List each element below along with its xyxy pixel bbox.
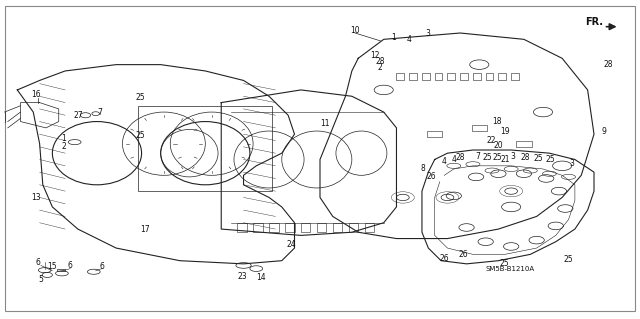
Text: 6: 6 [68, 261, 73, 270]
Bar [349, 223, 358, 232]
Text: 23: 23 [237, 272, 247, 281]
Text: 27: 27 [73, 111, 83, 120]
Text: 25: 25 [136, 93, 145, 102]
Bar [511, 73, 519, 80]
Text: 25: 25 [533, 154, 543, 163]
Text: 8: 8 [421, 165, 426, 174]
Text: 25: 25 [500, 259, 509, 268]
Bar [317, 223, 326, 232]
Text: SM5B-B1210A: SM5B-B1210A [485, 266, 534, 271]
Text: 7: 7 [98, 108, 102, 116]
Text: 26: 26 [427, 172, 436, 182]
Bar [333, 223, 342, 232]
Bar [365, 223, 374, 232]
Text: 4: 4 [451, 155, 456, 164]
Text: 20: 20 [493, 141, 503, 150]
Text: 16: 16 [31, 90, 41, 99]
Bar [422, 73, 429, 80]
Text: 14: 14 [257, 273, 266, 282]
Text: 25: 25 [564, 255, 573, 263]
Text: 1: 1 [391, 33, 396, 42]
Text: 13: 13 [31, 193, 41, 202]
Text: 9: 9 [601, 127, 606, 136]
Bar [460, 73, 468, 80]
Bar [396, 73, 404, 80]
Text: 25: 25 [482, 153, 492, 162]
Text: 26: 26 [459, 250, 468, 259]
Bar [285, 223, 294, 232]
Text: 2: 2 [61, 142, 66, 151]
Text: 25: 25 [546, 155, 556, 164]
Text: 3: 3 [570, 159, 575, 168]
Text: 6: 6 [36, 258, 41, 267]
Text: 15: 15 [47, 262, 57, 271]
Bar [499, 73, 506, 80]
Text: 25: 25 [492, 153, 502, 162]
Text: 4: 4 [407, 35, 412, 44]
Text: 18: 18 [492, 117, 502, 126]
Text: 2: 2 [378, 63, 382, 72]
Text: 4: 4 [442, 157, 447, 166]
Bar [301, 223, 310, 232]
Text: 25: 25 [136, 131, 145, 140]
Bar [269, 223, 278, 232]
Text: 10: 10 [350, 26, 360, 35]
Text: 28: 28 [604, 60, 612, 69]
Bar [486, 73, 493, 80]
Bar [253, 223, 262, 232]
Bar [409, 73, 417, 80]
Text: 6: 6 [100, 262, 104, 271]
Text: 28: 28 [456, 153, 465, 162]
Bar [427, 131, 442, 137]
Text: 28: 28 [520, 153, 530, 162]
Bar [435, 73, 442, 80]
Text: 11: 11 [321, 119, 330, 128]
Text: 3: 3 [426, 28, 431, 38]
Bar [516, 141, 532, 147]
Text: 17: 17 [140, 225, 150, 234]
Bar [447, 73, 455, 80]
Text: 7: 7 [476, 152, 481, 161]
Bar [472, 125, 487, 131]
Bar [138, 106, 272, 191]
Text: 21: 21 [500, 155, 509, 164]
Text: 28: 28 [375, 57, 385, 66]
Text: 19: 19 [500, 127, 509, 136]
Text: 24: 24 [287, 241, 296, 249]
Text: FR.: FR. [585, 17, 603, 27]
Text: 12: 12 [371, 51, 380, 60]
Text: 3: 3 [510, 152, 515, 161]
Text: 26: 26 [440, 254, 449, 263]
Text: 5: 5 [38, 275, 44, 284]
Bar [237, 223, 246, 232]
Bar [473, 73, 481, 80]
Text: 22: 22 [486, 136, 495, 145]
Bar [58, 269, 65, 271]
Text: 1: 1 [61, 134, 66, 144]
